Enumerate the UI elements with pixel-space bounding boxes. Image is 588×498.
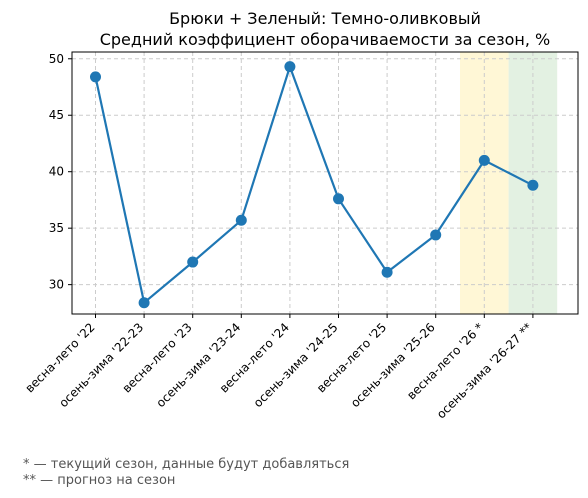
x-tick-label-1: осень-зима '22-23 xyxy=(56,320,146,410)
data-point-5 xyxy=(333,193,344,205)
data-point-2 xyxy=(187,256,199,268)
chart-title: Брюки + Зеленый: Темно-оливковый xyxy=(169,9,481,28)
data-point-8 xyxy=(478,154,490,166)
series-line xyxy=(90,61,539,309)
footnote-forecast: ** — прогноз на сезон xyxy=(23,473,176,488)
y-tick-label-0: 30 xyxy=(49,278,64,292)
data-point-3 xyxy=(235,214,247,226)
x-tick-label-7: осень-зима '25-26 xyxy=(348,320,438,410)
footnote-current-season: * — текущий сезон, данные будут добавлят… xyxy=(23,457,350,472)
data-point-4 xyxy=(284,61,296,73)
y-tick-label-3: 45 xyxy=(49,108,64,122)
highlight-band-0 xyxy=(460,52,509,314)
data-point-6 xyxy=(381,266,393,278)
data-point-7 xyxy=(430,229,442,241)
y-tick-label-1: 35 xyxy=(49,221,64,235)
x-tick-label-5: осень-зима '24-25 xyxy=(251,320,341,410)
grid-lines xyxy=(72,52,578,314)
plot-frame xyxy=(71,51,579,315)
series-line-0 xyxy=(94,65,534,304)
chart-subtitle: Средний коэффициент оборачиваемости за с… xyxy=(100,30,551,49)
data-point-1 xyxy=(138,297,150,309)
data-point-9 xyxy=(527,179,539,191)
x-tick-label-3: осень-зима '23-24 xyxy=(154,320,244,410)
y-tick-label-4: 50 xyxy=(49,52,64,66)
y-tick-label-2: 40 xyxy=(49,165,64,179)
highlight-bands xyxy=(460,52,558,314)
y-axis-ticks: 30 35 40 45 50 xyxy=(49,52,72,292)
data-point-0 xyxy=(90,71,101,83)
x-tick-label-9: осень-зима '26-27 ** xyxy=(434,320,535,421)
